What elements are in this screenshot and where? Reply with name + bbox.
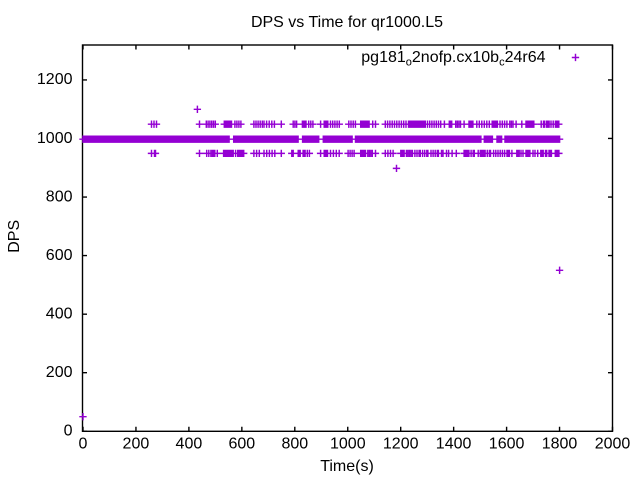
svg-text:1000: 1000 xyxy=(330,435,366,452)
svg-text:1600: 1600 xyxy=(489,435,525,452)
svg-text:Time(s): Time(s) xyxy=(320,458,374,475)
svg-text:1000: 1000 xyxy=(37,130,73,147)
svg-text:0: 0 xyxy=(64,423,73,440)
svg-text:400: 400 xyxy=(176,435,203,452)
svg-text:0: 0 xyxy=(79,435,88,452)
svg-text:1800: 1800 xyxy=(542,435,578,452)
svg-text:DPS vs Time for qr1000.L5: DPS vs Time for qr1000.L5 xyxy=(251,14,443,31)
svg-text:800: 800 xyxy=(281,435,308,452)
svg-text:1400: 1400 xyxy=(436,435,472,452)
svg-text:800: 800 xyxy=(46,188,73,205)
svg-text:1200: 1200 xyxy=(383,435,419,452)
svg-text:2000: 2000 xyxy=(595,435,631,452)
svg-text:600: 600 xyxy=(46,247,73,264)
svg-text:pg181o2nofp.cx10bc24r64: pg181o2nofp.cx10bc24r64 xyxy=(361,49,545,69)
svg-text:200: 200 xyxy=(123,435,150,452)
svg-text:400: 400 xyxy=(46,306,73,323)
svg-text:DPS: DPS xyxy=(6,220,23,253)
svg-text:600: 600 xyxy=(228,435,255,452)
svg-text:200: 200 xyxy=(46,364,73,381)
svg-text:1200: 1200 xyxy=(37,71,73,88)
